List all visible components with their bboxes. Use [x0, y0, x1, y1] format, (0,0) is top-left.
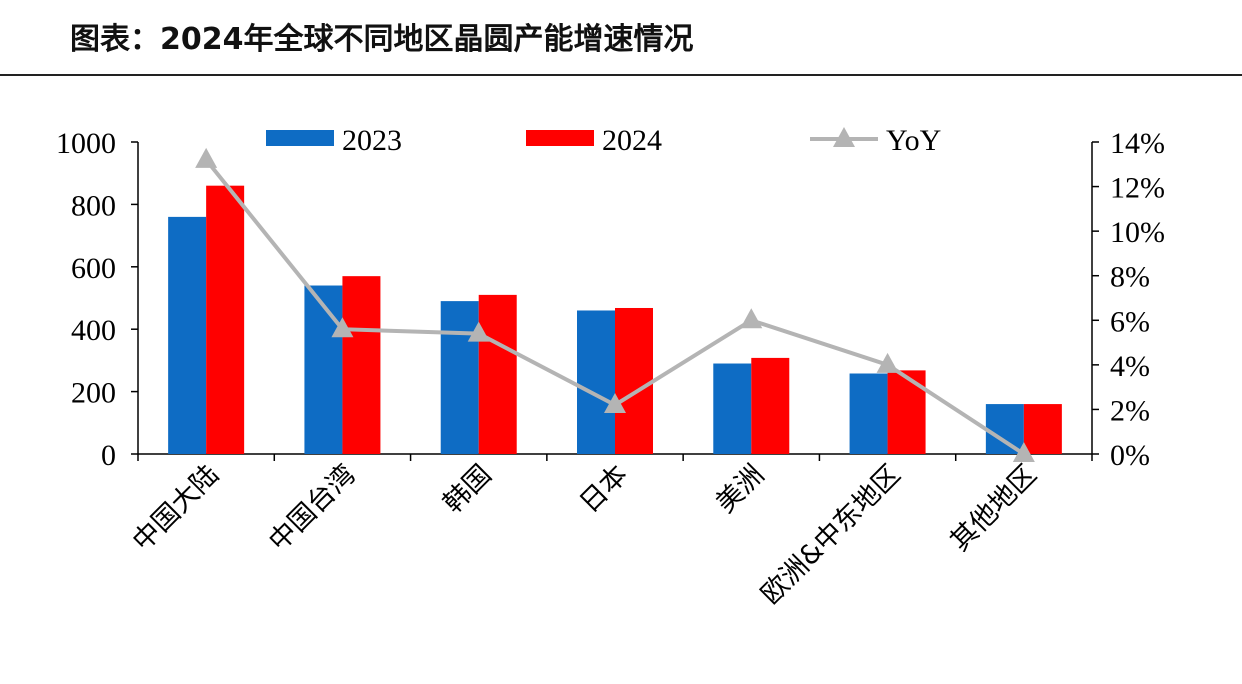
yoy-point [604, 392, 626, 413]
category-label: 欧洲&中东地区 [755, 459, 906, 610]
bar-2024 [342, 276, 381, 454]
bar-2024 [1023, 404, 1062, 454]
legend: 2023 2024 YoY [266, 124, 941, 157]
category-label: 日本 [574, 459, 634, 519]
right-tick-label: 14% [1110, 127, 1165, 160]
right-tick-label: 0% [1110, 439, 1150, 472]
bar-2023 [304, 285, 343, 454]
right-tick-label: 8% [1110, 261, 1150, 294]
left-tick-label: 600 [71, 252, 116, 285]
bar-2024 [478, 294, 517, 454]
yoy-point [740, 308, 763, 329]
bars [168, 185, 1062, 454]
left-tick-label: 200 [71, 377, 116, 410]
bar-2023 [985, 404, 1024, 454]
tick-labels: 0 200 400 600 800 1000 0% 2% 4% 6% 8% 10% 12% 14% [56, 127, 1165, 472]
yoy-point [195, 147, 218, 168]
legend-label-2024: 2024 [602, 124, 662, 157]
title-divider [0, 74, 1242, 76]
bar-2024 [887, 370, 926, 454]
yoy-point [876, 352, 899, 373]
category-label: 中国台湾 [263, 459, 361, 557]
chart-title: 图表：2024年全球不同地区晶圆产能增速情况 [70, 22, 694, 57]
category-label: 韩国 [438, 459, 498, 519]
bar-2023 [713, 363, 752, 454]
legend-label-YoY: YoY [886, 124, 941, 157]
yoy-point [1012, 442, 1035, 462]
legend-swatch-2024 [526, 130, 594, 146]
bar-2023 [168, 216, 207, 454]
left-tick-label: 800 [71, 189, 116, 222]
yoy-point [467, 321, 490, 342]
right-tick-label: 2% [1110, 394, 1150, 427]
bar-2023 [440, 301, 479, 454]
category-label: 其他地区 [945, 459, 1043, 557]
bar-2024 [751, 357, 790, 454]
right-tick-label: 4% [1110, 350, 1150, 383]
right-tick-label: 12% [1110, 172, 1165, 205]
bar-2024 [615, 307, 653, 454]
yoy-series [195, 147, 1035, 462]
right-tick-label: 6% [1110, 305, 1150, 338]
left-tick-label: 0 [101, 439, 116, 472]
category-label: 美洲 [710, 459, 770, 519]
left-tick-label: 400 [71, 314, 116, 347]
right-tick-label: 10% [1110, 216, 1165, 249]
bar-2023 [577, 310, 615, 454]
yoy-point [331, 317, 354, 338]
bar-2024 [206, 185, 245, 454]
legend-swatch-2023 [266, 130, 334, 146]
legend-marker-YoY [833, 127, 855, 147]
legend-label-2023: 2023 [342, 124, 402, 157]
category-label: 中国大陆 [127, 459, 225, 557]
left-tick-label: 1000 [56, 127, 116, 160]
bar-2023 [849, 373, 888, 454]
